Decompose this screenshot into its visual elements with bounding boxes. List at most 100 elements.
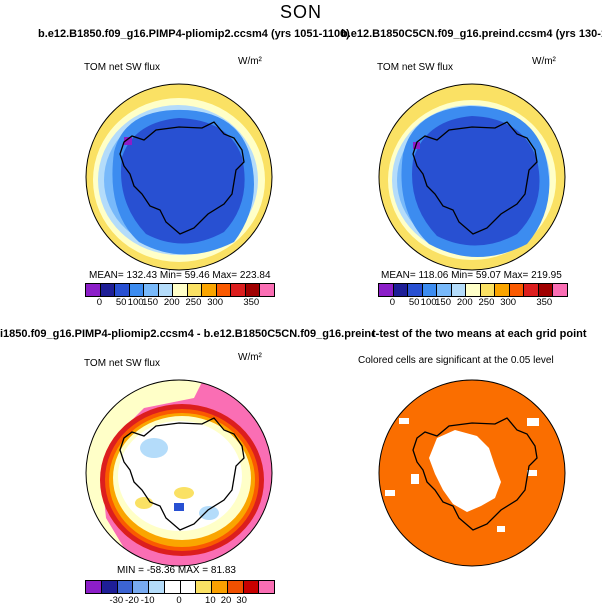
colorbar-swatch xyxy=(509,284,525,296)
colorbar-swatch xyxy=(144,284,159,296)
colorbar-swatch xyxy=(115,284,130,296)
colorbar-tick-label: -30 xyxy=(109,595,124,606)
panel1-min-cell xyxy=(124,137,132,145)
colorbar-swatch xyxy=(495,284,510,296)
colorbar-swatch xyxy=(164,581,181,593)
panel3-blue-patch-a xyxy=(140,438,168,458)
colorbar-tick-label: 300 xyxy=(207,297,224,308)
panel3-units: W/m² xyxy=(238,352,262,363)
colorbar-swatch xyxy=(101,581,118,593)
colorbar-swatch xyxy=(180,581,197,593)
panel4-gap-f xyxy=(497,526,505,532)
panel2-colorbar xyxy=(378,283,568,297)
colorbar-swatch xyxy=(245,284,261,296)
colorbar-tick-label: 100 xyxy=(420,297,437,308)
panel2-title: b.e12.B1850C5CN.f09_g16.preind.ccsm4 (yr… xyxy=(341,28,602,40)
panel3-antarctica-coastline xyxy=(119,417,245,531)
colorbar-tick-label: -10 xyxy=(140,595,155,606)
colorbar-swatch xyxy=(158,284,174,296)
panel1-colorbar xyxy=(85,283,275,297)
figure-title: SON xyxy=(279,2,322,22)
panel3-yellow-patch-b xyxy=(135,497,153,509)
colorbar-swatch xyxy=(133,581,149,593)
panel3-colorbar-ticks: -30 -20 -10 0 10 20 30 xyxy=(85,595,273,607)
colorbar-swatch xyxy=(216,284,232,296)
panel1-antarctica-coastline xyxy=(119,121,245,235)
colorbar-tick-label: 50 xyxy=(115,297,127,308)
colorbar-swatch xyxy=(480,284,496,296)
colorbar-swatch xyxy=(451,284,467,296)
panel3-left-sector xyxy=(86,380,204,566)
colorbar-tick-label: 150 xyxy=(142,297,158,308)
colorbar-tick-label: 50 xyxy=(408,297,420,308)
panel4-nonsignificant-region xyxy=(429,430,501,512)
panel2-stats: MEAN= 118.06 Min= 59.07 Max= 219.95 xyxy=(381,270,562,281)
panel2-units: W/m² xyxy=(532,56,556,67)
colorbar-swatch xyxy=(86,581,102,593)
panel3-variable: TOM net SW flux xyxy=(84,358,160,369)
panel4-map-border xyxy=(378,379,566,567)
colorbar-swatch xyxy=(187,284,203,296)
colorbar-swatch xyxy=(260,284,274,296)
panel4-title: t-test of the two means at each grid poi… xyxy=(372,328,587,340)
colorbar-swatch xyxy=(129,284,145,296)
colorbar-swatch xyxy=(231,284,246,296)
colorbar-tick-label: -20 xyxy=(125,595,139,606)
panel2-interior-low xyxy=(412,116,540,246)
colorbar-swatch xyxy=(393,284,409,296)
colorbar-tick-label: 0 xyxy=(389,297,396,308)
colorbar-swatch xyxy=(466,284,481,296)
panel1-polar-map xyxy=(85,83,273,271)
panel3-blue-patch-b xyxy=(199,506,219,520)
panel2-colorbar-ticks: 0 50 100 150 200 250 300 350 xyxy=(378,297,566,309)
colorbar-tick-label: 20 xyxy=(220,595,232,606)
colorbar-tick-label: 200 xyxy=(456,297,473,308)
panel1-interior-low xyxy=(121,118,245,244)
colorbar-swatch xyxy=(173,284,188,296)
panel3-min-cell xyxy=(174,503,184,511)
colorbar-tick-label: 250 xyxy=(185,297,202,308)
panel4-gap-a xyxy=(399,418,409,424)
panel4-gap-b xyxy=(527,418,539,426)
colorbar-tick-label: 0 xyxy=(96,297,103,308)
panel1-units: W/m² xyxy=(238,56,262,67)
panel4-subtitle: Colored cells are significant at the 0.0… xyxy=(358,355,554,366)
colorbar-swatch xyxy=(212,581,228,593)
panel1-colorbar-ticks: 0 50 100 150 200 250 300 350 xyxy=(85,297,273,309)
colorbar-swatch xyxy=(538,284,554,296)
panel4-polar-map xyxy=(378,379,566,567)
panel4-gap-d xyxy=(385,490,395,496)
colorbar-tick-label: 0 xyxy=(176,595,182,606)
colorbar-tick-label: 350 xyxy=(536,297,553,308)
panel3-yellow-patch xyxy=(174,487,194,499)
colorbar-tick-label: 350 xyxy=(243,297,260,308)
colorbar-swatch xyxy=(100,284,116,296)
panel3-colorbar xyxy=(85,580,275,594)
panel3-interior xyxy=(118,421,242,531)
colorbar-swatch xyxy=(408,284,423,296)
panel2-antarctica-coastline xyxy=(412,121,538,235)
panel3-title: i1850.f09_g16.PIMP4-pliomip2.ccsm4 - b.e… xyxy=(0,328,375,340)
colorbar-tick-label: 100 xyxy=(127,297,144,308)
colorbar-swatch xyxy=(524,284,539,296)
panel3-polar-map xyxy=(85,379,273,567)
colorbar-tick-label: 10 xyxy=(205,595,216,606)
colorbar-swatch xyxy=(202,284,217,296)
colorbar-tick-label: 150 xyxy=(435,297,451,308)
colorbar-swatch xyxy=(259,581,274,593)
panel3-stats: MIN = -58.36 MAX = 81.83 xyxy=(117,565,236,576)
panel1-stats: MEAN= 132.43 Min= 59.46 Max= 223.84 xyxy=(89,270,271,281)
colorbar-tick-label: 300 xyxy=(500,297,517,308)
colorbar-swatch xyxy=(553,284,567,296)
panel4-antarctica-coastline xyxy=(412,417,538,531)
panel4-gap-e xyxy=(527,470,537,476)
colorbar-swatch xyxy=(243,581,260,593)
colorbar-swatch xyxy=(227,581,244,593)
panel2-polar-map xyxy=(378,83,566,271)
colorbar-swatch xyxy=(422,284,438,296)
colorbar-swatch xyxy=(86,284,101,296)
colorbar-swatch xyxy=(117,581,134,593)
panel1-title: b.e12.B1850.f09_g16.PIMP4-pliomip2.ccsm4… xyxy=(38,28,350,40)
panel1-variable: TOM net SW flux xyxy=(84,62,160,73)
colorbar-tick-label: 200 xyxy=(163,297,180,308)
